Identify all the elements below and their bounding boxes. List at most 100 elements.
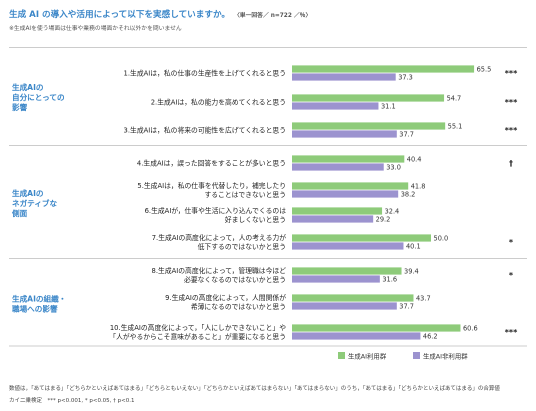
value-label: 43.7: [416, 294, 431, 302]
question-label: 7.生成AIの高度化によって，人の考える力が低下するのではないかと思う: [152, 233, 286, 251]
bar-non-users: [292, 102, 379, 110]
bar-users: [292, 65, 475, 73]
category-label: 生成AIの自分にとっての影響: [12, 82, 65, 112]
significance-marker: ***: [505, 328, 518, 337]
question-label-line: 低下するのではないかと思う: [198, 242, 286, 251]
question-label: 3.生成AIは，私の将来の可能性を広げてくれると思う: [124, 126, 286, 135]
category-label: 生成AIのネガティブな側面: [11, 188, 58, 218]
bar-non-users: [292, 302, 397, 310]
bar-non-users: [292, 242, 404, 250]
chart-subtitle: ※生成AIを使う場面は仕事や業務の場面かそれ以外かを問いません: [9, 24, 182, 32]
significance-marker: ***: [505, 98, 518, 107]
value-label: 40.1: [406, 242, 421, 250]
bar-users: [292, 155, 405, 163]
bar-users: [292, 182, 409, 190]
bar-non-users: [292, 163, 384, 171]
category-label-line: 側面: [11, 208, 28, 218]
value-label: 55.1: [448, 122, 463, 130]
bar-non-users: [292, 332, 421, 340]
row-1: 1.生成AIは，私の仕事の生産性を上げてくれると思う 65.5 37.3 ***: [124, 65, 518, 81]
question-label-line: 6.生成AIが，仕事や生活に入り込んでくるのは: [145, 206, 287, 215]
bar-non-users: [292, 215, 374, 223]
significance-marker: ***: [505, 69, 518, 78]
question-label-line: 3.生成AIは，私の将来の可能性を広げてくれると思う: [124, 126, 286, 135]
significance-marker: *: [509, 271, 514, 280]
legend-label: 生成AI非利用群: [423, 352, 468, 361]
value-label: 29.2: [376, 215, 391, 223]
legend-swatch: [413, 352, 420, 359]
value-label: 32.4: [385, 207, 400, 215]
bar-users: [292, 267, 402, 275]
bar-users: [292, 94, 445, 102]
value-label: 33.0: [386, 163, 401, 171]
legend-swatch: [338, 352, 345, 359]
question-label: 9.生成AIの高度化によって，人間関係が希薄になるのではないかと思う: [165, 293, 286, 311]
value-label: 41.8: [411, 182, 426, 190]
value-label: 38.2: [401, 190, 416, 198]
bar-non-users: [292, 130, 397, 138]
question-label-line: することはできないと思う: [204, 191, 286, 199]
value-label: 54.7: [447, 94, 462, 102]
value-label: 65.5: [477, 65, 492, 73]
question-label: 5.生成AIは，私の仕事を代替したり，補完したりすることはできないと思う: [137, 181, 286, 199]
bar-non-users: [292, 275, 380, 283]
row-9: 9.生成AIの高度化によって，人間関係が希薄になるのではないかと思う 43.737…: [165, 293, 431, 311]
question-label: 6.生成AIが，仕事や生活に入り込んでくるのは好ましくないと思う: [145, 206, 287, 224]
title-main: 生成 AI の導入や活用によって以下を実感していますか。: [9, 8, 230, 20]
question-label-line: 8.生成AIの高度化によって，管理職は今ほど: [152, 266, 287, 275]
bar-users: [292, 122, 446, 130]
significance-marker: *: [509, 238, 514, 247]
category-labels: 生成AIの自分にとっての影響生成AIのネガティブな側面生成AIの組織・職場への影…: [11, 82, 66, 314]
value-label: 31.6: [382, 275, 397, 283]
question-label-line: 7.生成AIの高度化によって，人の考える力が: [152, 233, 286, 242]
row-2: 2.生成AIは，私の能力を高めてくれると思う 54.7 31.1 ***: [151, 94, 518, 110]
significance-marker: †: [509, 159, 513, 168]
row-7: 7.生成AIの高度化によって，人の考える力が低下するのではないかと思う 50.0 4…: [152, 233, 514, 251]
question-label-line: 5.生成AIは，私の仕事を代替したり，補完したり: [137, 181, 286, 190]
value-label: 40.4: [407, 155, 422, 163]
bar-users: [292, 207, 383, 215]
row-10: 10.生成AIの高度化によって，「人にしかできないこと」や「人がやるからこそ意味…: [109, 323, 518, 341]
bar-users: [292, 234, 431, 242]
question-label-line: 好ましくないと思う: [225, 215, 286, 224]
category-label-line: 職場への影響: [12, 304, 58, 314]
footnote-2: カイ二乗検定 *** p<0.001, * p<0.05, † p<0.1: [9, 396, 135, 404]
bar-non-users: [292, 190, 399, 198]
question-label-line: 9.生成AIの高度化によって，人間関係が: [165, 293, 286, 302]
category-label-line: 生成AIの: [12, 188, 44, 198]
question-label-line: 4.生成AIは，誤った回答をすることが多いと思う: [137, 159, 286, 168]
question-label: 8.生成AIの高度化によって，管理職は今ほど必要なくなるのではないかと思う: [152, 266, 287, 284]
row-4: 4.生成AIは，誤った回答をすることが多いと思う 40.4 33.0 †: [137, 155, 513, 171]
value-label: 39.4: [404, 267, 419, 275]
value-label: 37.3: [398, 73, 413, 81]
question-label: 1.生成AIは，私の仕事の生産性を上げてくれると思う: [124, 69, 286, 78]
category-label-line: 影響: [12, 102, 28, 112]
value-label: 46.2: [423, 332, 438, 340]
question-label-line: 必要なくなるのではないかと思う: [184, 275, 286, 284]
bar-users: [292, 294, 414, 302]
question-label: 10.生成AIの高度化によって，「人にしかできないこと」や「人がやるからこそ意味…: [109, 323, 286, 341]
row-3: 3.生成AIは，私の将来の可能性を広げてくれると思う 55.1 37.7 ***: [124, 122, 519, 138]
title-note: 〈単一回答／ n=722 ／％〉: [234, 11, 311, 19]
footnote-1: 数値は，「あてはまる」「どちらかといえばあてはまる」「どちらともいえない」「どち…: [9, 384, 500, 392]
value-label: 50.0: [434, 234, 449, 242]
value-label: 31.1: [381, 102, 396, 110]
row-8: 8.生成AIの高度化によって，管理職は今ほど必要なくなるのではないかと思う 39.…: [152, 266, 514, 284]
category-label-line: 生成AIの: [12, 82, 44, 92]
question-label: 4.生成AIは，誤った回答をすることが多いと思う: [137, 159, 286, 168]
question-label: 2.生成AIは，私の能力を高めてくれると思う: [151, 98, 286, 107]
bar-non-users: [292, 73, 396, 81]
row-5: 5.生成AIは，私の仕事を代替したり，補完したりすることはできないと思う 41.8…: [137, 181, 425, 199]
question-label-line: 10.生成AIの高度化によって，「人にしかできないこと」や: [110, 323, 286, 332]
category-label-line: 自分にとっての: [12, 92, 65, 102]
question-label-line: 希薄になるのではないかと思う: [191, 302, 286, 311]
legend: 生成AI利用群 生成AI非利用群: [338, 352, 468, 361]
bar-users: [292, 324, 461, 332]
value-label: 37.7: [399, 302, 414, 310]
legend-label: 生成AI利用群: [348, 352, 387, 361]
category-label-line: 生成AIの組織・: [12, 294, 66, 304]
significance-marker: ***: [505, 126, 518, 135]
question-label-line: 1.生成AIは，私の仕事の生産性を上げてくれると思う: [124, 69, 286, 78]
